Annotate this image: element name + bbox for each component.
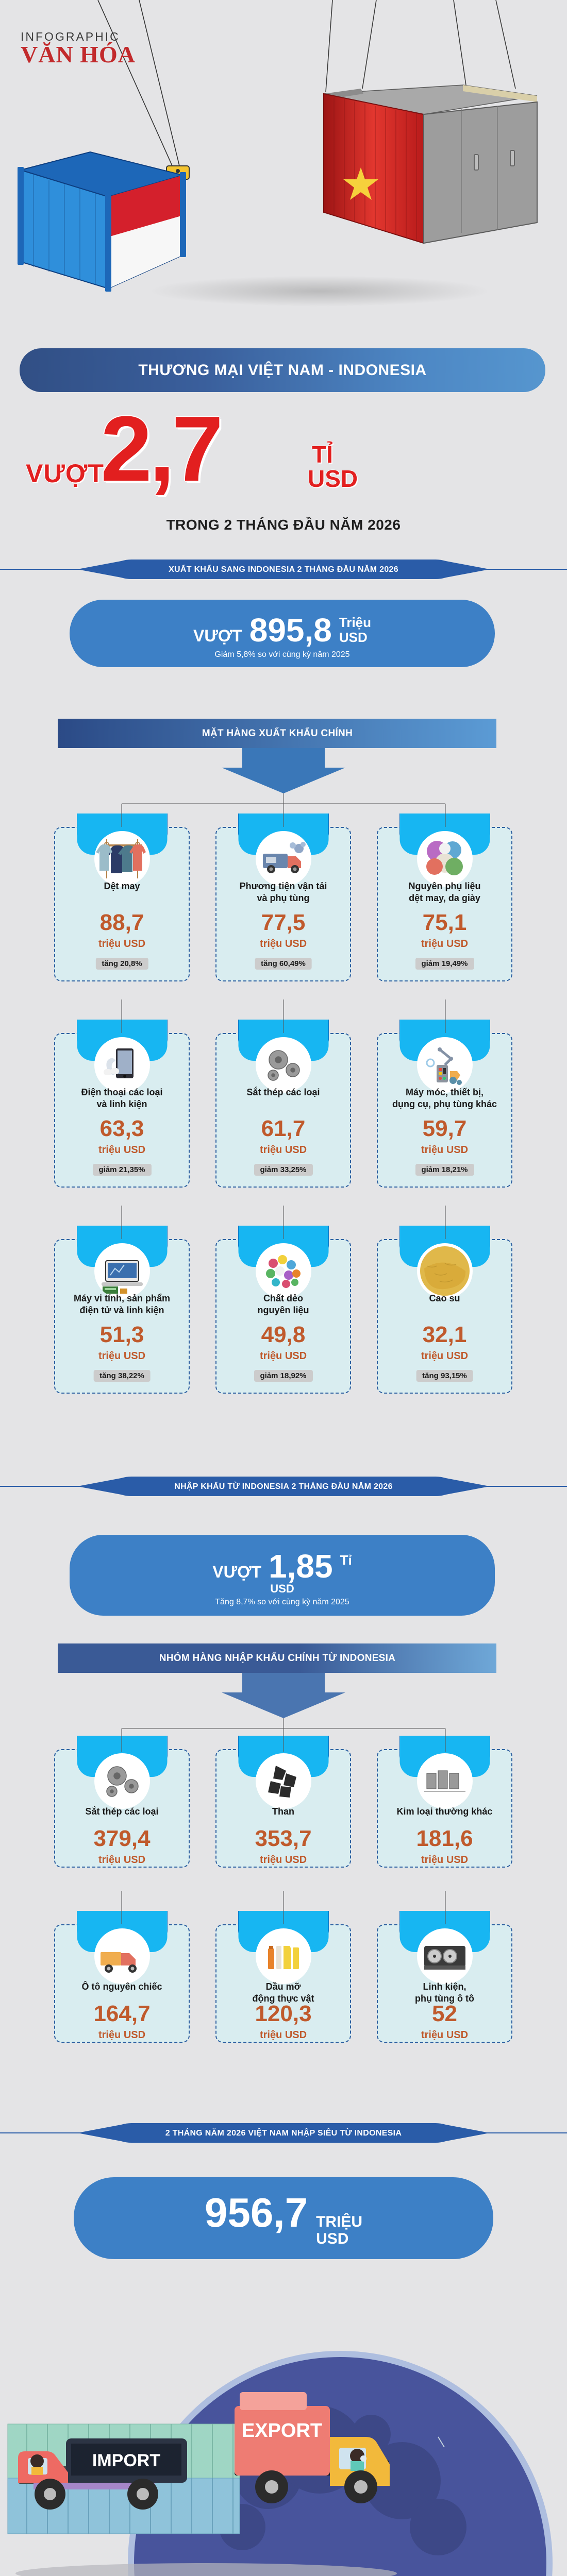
svg-text:2 THÁNG NĂM 2026 VIỆT NAM NHẬP: 2 THÁNG NĂM 2026 VIỆT NAM NHẬP SIÊU TỪ I… <box>165 2128 402 2138</box>
svg-text:XUẤT KHẨU SANG INDONESIA 2 THÁ: XUẤT KHẨU SANG INDONESIA 2 THÁNG ĐẦU NĂM… <box>169 564 398 574</box>
svg-text:NHẬP KHẨU TỪ INDONESIA 2 THÁNG: NHẬP KHẨU TỪ INDONESIA 2 THÁNG ĐẦU NĂM 2… <box>174 1481 393 1491</box>
svg-text:NHÓM HÀNG NHẬP KHẨU CHÍNH TỪ I: NHÓM HÀNG NHẬP KHẨU CHÍNH TỪ INDONESIA <box>159 1652 396 1664</box>
svg-text:IMPORT: IMPORT <box>92 2451 160 2470</box>
svg-text:MẶT HÀNG XUẤT KHẨU CHÍNH: MẶT HÀNG XUẤT KHẨU CHÍNH <box>202 727 353 739</box>
svg-text:EXPORT: EXPORT <box>242 2420 322 2442</box>
